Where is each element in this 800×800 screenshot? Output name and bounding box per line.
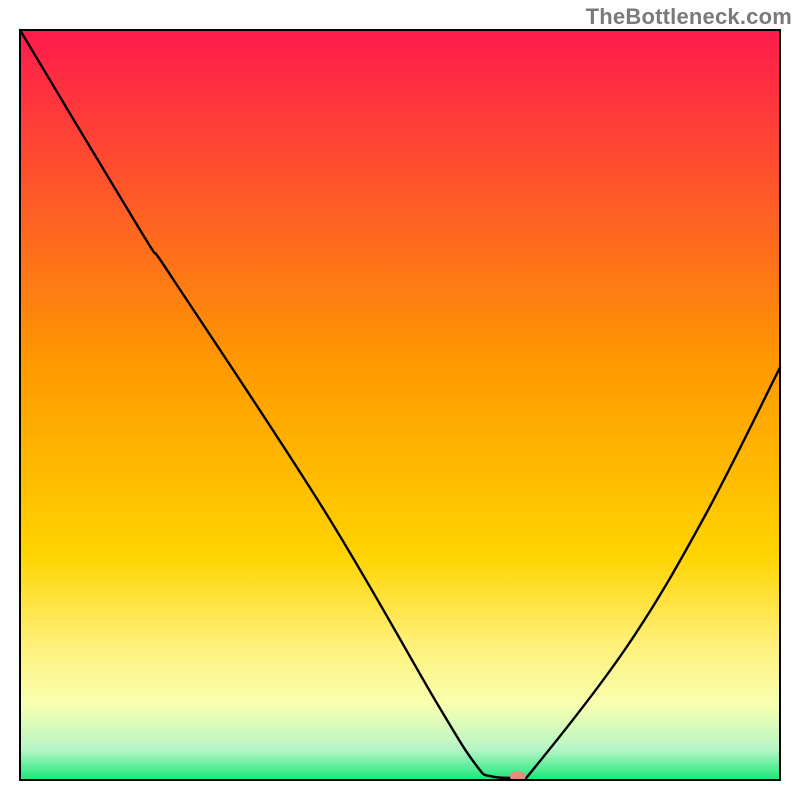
gradient-curve-plot xyxy=(0,0,800,800)
plot-background xyxy=(20,30,780,780)
watermark-text: TheBottleneck.com xyxy=(586,4,792,30)
bottleneck-chart: TheBottleneck.com xyxy=(0,0,800,800)
